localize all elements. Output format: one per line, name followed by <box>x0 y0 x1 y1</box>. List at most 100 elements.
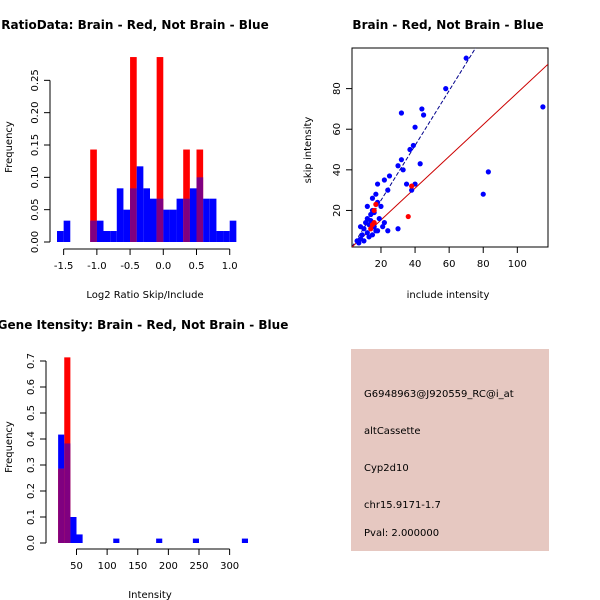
not-brain-point <box>361 238 367 244</box>
intensity-histogram-axes: 50 100 150 200 250 300 0.0 0.1 0.2 0.3 0.4 0.5 0.6 0.… <box>26 353 239 572</box>
ratio-histogram-not-brain-bar <box>169 209 177 242</box>
scatter-ylabel: skip intensity <box>303 117 314 184</box>
ratio-histogram-brain-bar <box>90 149 97 242</box>
intensity-histogram-not-brain-bar <box>58 434 65 469</box>
ratio-histogram-not-brain-bar <box>63 220 71 242</box>
not-brain-point <box>386 173 393 179</box>
not-brain-point <box>400 167 406 173</box>
scatter-x-tick-label: 100 <box>508 259 527 270</box>
not-brain-point <box>398 110 405 116</box>
ratio-histogram-overlap-bar <box>130 188 137 242</box>
ratio-histogram-not-brain-bar <box>57 231 64 242</box>
intensity-histogram-not-brain-bar <box>241 538 248 543</box>
ratio-histogram-y-tick-label: 0.15 <box>30 134 41 156</box>
pval-text: Pval: 2.000000 <box>364 528 439 539</box>
not-brain-point <box>409 187 415 193</box>
ratio-histogram-overlap-bar <box>156 198 164 242</box>
not-brain-point <box>485 169 491 175</box>
ratio-histogram-x-tick-label: -0.5 <box>120 261 140 272</box>
ratio-histogram-axes: -1.5 -1.0 -0.5 0.0 0.5 1.0 0.00 0.05 0.10 0.15 0.2… <box>30 69 238 272</box>
intensity-histogram-y-tick-label: 0.7 <box>26 353 37 369</box>
not-brain-point <box>381 220 387 226</box>
ratio-histogram-not-brain-bar <box>103 231 111 242</box>
intensity-histogram-title: Gene Itensity: Brain - Red, Not Brain - … <box>0 318 288 332</box>
intensity-histogram-y-tick-label: 0.4 <box>26 431 37 447</box>
intensity-histogram-not-brain-bar <box>156 538 163 543</box>
scatter-marks <box>352 48 548 247</box>
intensity-histogram-y-tick-label: 0.1 <box>26 509 37 525</box>
scatter-y-tick-label: 40 <box>332 163 343 176</box>
intensity-histogram-y-tick-label: 0.0 <box>26 535 37 551</box>
ratio-histogram-not-brain-bar <box>223 231 230 242</box>
scatter-x-tick-label: 40 <box>409 259 422 270</box>
not-brain-point <box>395 163 401 169</box>
not-brain-point <box>419 106 425 112</box>
not-brain-point <box>480 191 486 197</box>
not-brain-point <box>369 195 376 201</box>
ratio-histogram-overlap-bar <box>183 198 190 242</box>
ratio-histogram-not-brain-bar <box>209 198 217 242</box>
scatter-fit-lines <box>352 48 548 247</box>
intensity-histogram-y-tick-label: 0.2 <box>26 483 37 499</box>
not-brain-point <box>364 215 370 222</box>
not-brain-point <box>385 187 391 193</box>
ratio-histogram-brain-bar <box>183 149 190 242</box>
intensity-histogram-not-brain-bar <box>76 534 83 543</box>
probe-id: G6948963@J920559_RC@i_at <box>364 389 514 400</box>
not-brain-point <box>463 55 469 61</box>
intensity-histogram-x-tick-label: 300 <box>220 561 239 572</box>
not-brain-point <box>540 104 546 110</box>
info-panel-background <box>351 349 549 551</box>
event-type: altCassette <box>364 426 421 437</box>
not-brain-point <box>361 226 367 232</box>
ratio-histogram-not-brain-bar <box>143 188 150 242</box>
ratio-histogram-not-brain-bar <box>123 209 131 242</box>
ratio-histogram-title: RatioData: Brain - Red, Not Brain - Blue <box>1 18 268 32</box>
not-brain-point <box>380 224 386 230</box>
intensity-histogram-xlabel: Intensity <box>128 590 172 600</box>
intensity-histogram-panel: Gene Itensity: Brain - Red, Not Brain - … <box>0 318 288 600</box>
not-brain-point <box>385 228 391 234</box>
not-brain-point <box>443 86 449 92</box>
not-brain-point <box>398 157 405 163</box>
ratio-histogram-x-tick-label: 0.0 <box>155 261 171 272</box>
not-brain-point <box>366 234 372 240</box>
ratio-histogram-not-brain-bar <box>110 231 117 242</box>
not-brain-point <box>373 191 379 197</box>
brain-point <box>373 201 379 207</box>
ratio-histogram-y-tick-label: 0.10 <box>30 166 41 188</box>
not-brain-point <box>395 226 401 232</box>
not-brain-point <box>417 161 423 167</box>
ratio-histogram-not-brain-bar <box>163 209 170 242</box>
not-brain-point <box>373 228 379 234</box>
scatter-x-tick-label: 20 <box>375 259 388 270</box>
not-brain-point <box>356 240 362 246</box>
ratio-histogram-not-brain-bar <box>150 198 157 242</box>
intensity-histogram-x-tick-label: 200 <box>159 561 178 572</box>
intensity-histogram-not-brain-bar <box>70 517 77 543</box>
ratio-histogram-brain-bar <box>156 57 164 243</box>
intensity-histogram-bars <box>58 357 248 543</box>
ratio-histogram-xlabel: Log2 Ratio Skip/Include <box>86 290 203 301</box>
chromosome-location: chr15.9171-1.7 <box>364 500 441 511</box>
ratio-histogram-x-tick-label: -1.5 <box>54 261 74 272</box>
scatter-y-tick-label: 20 <box>332 204 343 217</box>
scatter-y-tick-label: 80 <box>332 82 343 95</box>
ratio-histogram-y-tick-label: 0.25 <box>30 69 41 91</box>
ratio-histogram-panel: RatioData: Brain - Red, Not Brain - Blue… <box>1 18 268 301</box>
brain-point <box>405 213 411 220</box>
ratio-histogram-bars <box>57 57 237 243</box>
scatter-y-tick-label: 60 <box>332 123 343 136</box>
brain-point <box>409 183 415 189</box>
ratio-histogram-x-tick-label: 0.5 <box>189 261 205 272</box>
ratio-histogram-not-brain-bar <box>189 188 197 242</box>
ratio-histogram-x-tick-label: -1.0 <box>87 261 107 272</box>
ratio-histogram-not-brain-bar <box>229 220 237 242</box>
intensity-histogram-not-brain-bar <box>192 538 199 543</box>
intensity-histogram-overlap-bar <box>58 468 65 543</box>
scatter-x-tick-label: 80 <box>477 259 490 270</box>
intensity-histogram-y-tick-label: 0.3 <box>26 457 37 473</box>
not-brain-point <box>374 181 381 187</box>
intensity-histogram-x-tick-label: 100 <box>98 561 117 572</box>
